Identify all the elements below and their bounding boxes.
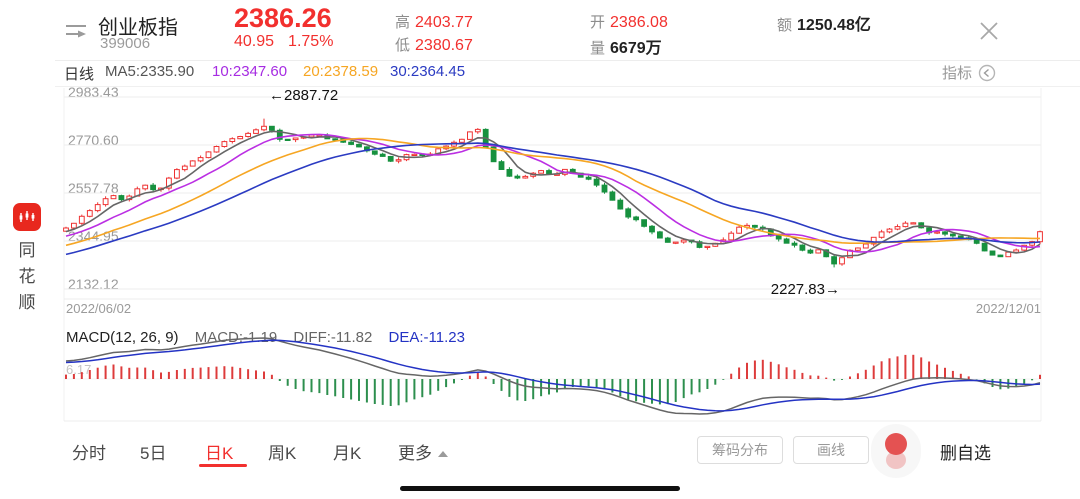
stock-name: 创业板指 [98,17,178,39]
draw-line-button[interactable]: 画线 [793,436,869,464]
y-tick-1: 2983.43 [68,84,119,100]
tab-weekly-k[interactable]: 周K [268,444,297,463]
x-axis-end-date: 2022/12/01 [975,301,1041,316]
macd-readout: MACD(12, 26, 9) MACD:-1.19 DIFF:-11.82 D… [66,329,465,346]
tab-5day[interactable]: 5日 [140,444,167,463]
y-tick-2: 2770.60 [68,132,119,148]
ma30-value: 30:2364.45 [390,63,466,80]
brand-vertical-text: 同 花 顺 [18,241,36,312]
ma20-value: 20:2378.59 [303,63,379,80]
record-button[interactable] [871,424,921,478]
change-percent: 1.75% [288,33,334,50]
ma-divider [55,86,1080,87]
macd-title: MACD(12, 26, 9) [66,329,179,346]
diff-value: DIFF:-11.82 [293,329,373,346]
close-icon[interactable] [976,18,1002,44]
ths-app-logo[interactable] [13,203,41,231]
x-axis-start-date: 2022/06/02 [66,301,132,316]
record-glow-icon [886,451,906,469]
y-tick-5: 2132.12 [68,276,119,292]
tab-daily-k[interactable]: 日K [205,444,234,463]
macd-axis-max: 6.17 [66,362,92,377]
open-quote: 开 2386.08 [590,14,668,31]
change-amount: 40.95 [234,33,275,50]
ma10-value: 10:2347.60 [212,63,288,80]
volume-quote: 量 6679万 [590,40,662,57]
header-divider [55,60,1080,61]
ma5-value: MA5:2335.90 [105,63,195,80]
period-low-annotation: 2227.83→ [770,281,840,298]
period-label: 日线 [64,66,95,83]
stock-code: 399006 [100,35,151,52]
price-change: 40.95 1.75% [234,33,347,51]
low-quote: 低 2380.67 [395,37,473,54]
chevron-left-circle-icon [978,64,996,81]
chip-distribution-button[interactable]: 筹码分布 [697,436,783,464]
high-quote: 高 2403.77 [395,14,473,31]
amount-quote: 额 1250.48亿 [777,17,871,34]
home-indicator-bar[interactable] [400,486,680,491]
y-tick-3: 2557.78 [68,180,119,196]
candlestick-logo-icon [19,211,35,222]
switch-stock-icon[interactable] [64,20,90,42]
indicator-toggle[interactable]: 指标 [942,62,996,83]
period-high-annotation: ←2887.72 [269,87,339,104]
tab-minute[interactable]: 分时 [72,444,106,463]
record-dot-icon [885,433,907,455]
active-tab-underline [199,464,247,467]
caret-up-icon [438,451,448,457]
tab-more[interactable]: 更多 [398,439,448,464]
indicator-label: 指标 [941,65,972,82]
dea-value: DEA:-11.23 [388,329,465,346]
last-price: 2386.26 [234,3,332,33]
delete-watchlist-button[interactable]: 删自选 [940,444,991,463]
tab-monthly-k[interactable]: 月K [333,444,362,463]
